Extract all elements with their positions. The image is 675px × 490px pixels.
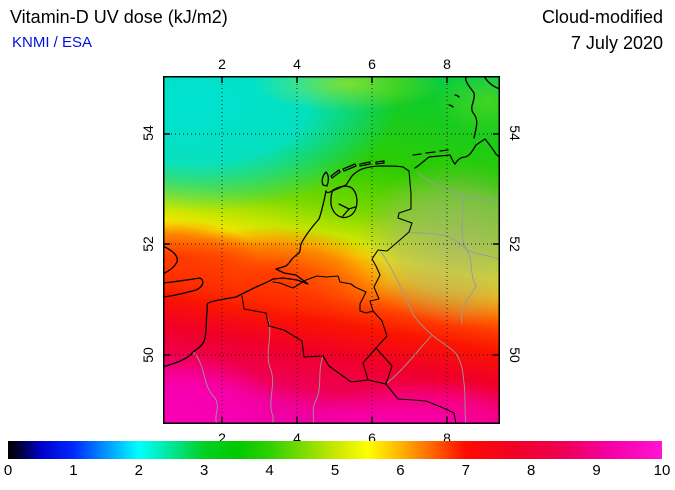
colorbar: 0 1 2 3 4 5 6 7 8 9 10	[4, 441, 671, 482]
lon-tick-label: 2	[218, 56, 226, 72]
rivers-and-inner-borders	[192, 171, 500, 424]
lon-tick-label: 4	[293, 56, 301, 72]
colorbar-tick-label: 9	[592, 462, 601, 479]
colorbar-tick-label: 3	[200, 462, 209, 479]
lat-tick-label: 52	[507, 236, 523, 252]
colorbar-tick-label: 5	[330, 462, 340, 479]
axis-ticks	[163, 76, 500, 424]
lat-tick-label: 50	[140, 347, 156, 363]
header-right: Cloud-modified 7 July 2020	[542, 7, 663, 54]
lon-tick-label: 6	[368, 430, 376, 446]
lat-tick-label: 54	[140, 125, 156, 141]
lat-tick-label: 52	[140, 236, 156, 252]
data-source: KNMI / ESA	[12, 34, 93, 51]
country-borders	[241, 170, 457, 424]
lat-tick-label: 50	[507, 347, 523, 363]
lon-tick-label: 8	[443, 430, 451, 446]
product-date: 7 July 2020	[570, 33, 663, 53]
map-figure	[163, 76, 500, 424]
lon-tick-label: 8	[443, 56, 451, 72]
lat-tick-label: 54	[507, 125, 523, 141]
product-type: Cloud-modified	[541, 7, 663, 27]
map-frame	[163, 76, 500, 424]
lon-tick-label: 2	[218, 430, 226, 446]
graticule	[163, 76, 500, 424]
colorbar-tick-label: 0	[3, 462, 13, 479]
plot-title: Vitamin-D UV dose (kJ/m2)	[10, 7, 228, 27]
colorbar-tick-label: 7	[461, 462, 470, 479]
colorbar-labels: 0 1 2 3 4 5 6 7 8 9 10	[4, 462, 671, 482]
colorbar-tick-label: 1	[69, 462, 78, 479]
colorbar-tick-label: 10	[653, 462, 671, 479]
colorbar-tick-label: 2	[134, 462, 143, 479]
colorbar-tick-label: 4	[265, 462, 274, 479]
uv-dose-map: 2 4 6 8 2 4 6 8 54 52 50 54 52 50	[140, 56, 523, 446]
lon-tick-label: 6	[368, 56, 376, 72]
colorbar-gradient	[8, 441, 662, 459]
lon-tick-label: 4	[293, 430, 301, 446]
uv-field	[163, 76, 500, 424]
coastlines	[163, 76, 500, 368]
colorbar-tick-label: 6	[396, 462, 405, 479]
colorbar-tick-label: 8	[527, 462, 536, 479]
